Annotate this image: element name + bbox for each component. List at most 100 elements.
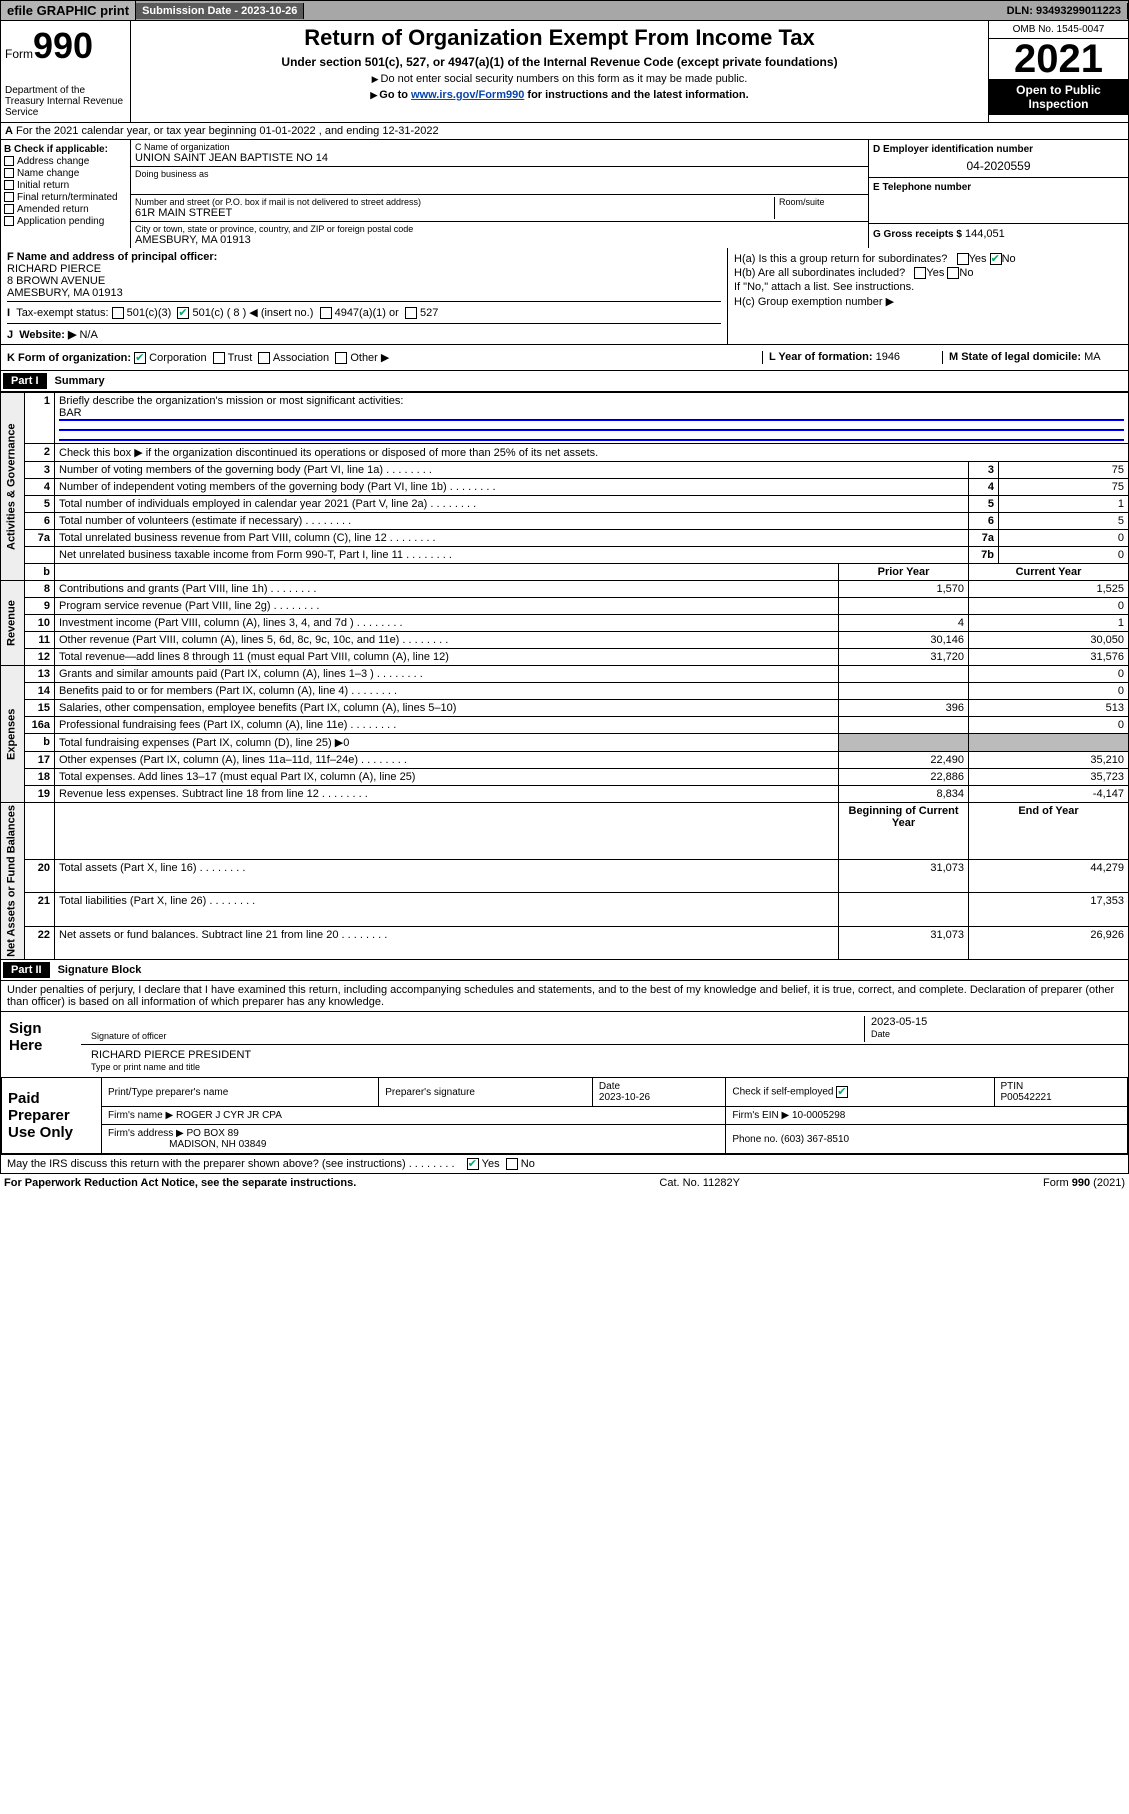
s18-prior: 22,886 [839, 769, 969, 786]
s15-label: Salaries, other compensation, employee b… [59, 702, 456, 714]
s16a-label: Professional fundraising fees (Part IX, … [59, 719, 396, 731]
i-o3: 4947(a)(1) or [335, 307, 399, 319]
s7b-label: Net unrelated business taxable income fr… [59, 549, 452, 561]
c-name-value: UNION SAINT JEAN BAPTISTE NO 14 [135, 152, 864, 164]
s4-value: 75 [999, 479, 1129, 496]
vtab-expenses: Expenses [1, 666, 25, 803]
goto-suffix: for instructions and the latest informat… [524, 89, 748, 101]
chk-trust[interactable] [213, 352, 225, 364]
d-ein-value: 04-2020559 [873, 159, 1124, 173]
page-footer: For Paperwork Reduction Act Notice, see … [0, 1174, 1129, 1192]
col-d-e-g: D Employer identification number 04-20205… [868, 140, 1128, 248]
s11-prior: 30,146 [839, 632, 969, 649]
hb-yes[interactable] [914, 267, 926, 279]
chk-corp[interactable] [134, 352, 146, 364]
chk-final-return[interactable] [4, 192, 14, 202]
vtab-netassets: Net Assets or Fund Balances [1, 803, 25, 960]
prior-year-hdr: Prior Year [839, 564, 969, 581]
ha-yes-lbl: Yes [969, 253, 987, 265]
b-opt6: Application pending [17, 216, 104, 227]
s17-curr: 35,210 [969, 752, 1129, 769]
d-label: D Employer identification number [873, 144, 1124, 155]
boy-hdr: Beginning of Current Year [839, 803, 969, 860]
discuss-yes[interactable] [467, 1158, 479, 1170]
g-gross-value: 144,051 [965, 228, 1005, 240]
s10-label: Investment income (Part VIII, column (A)… [59, 617, 403, 629]
submission-date-button[interactable]: Submission Date - 2023-10-26 [136, 3, 304, 19]
b-opt4: Final return/terminated [17, 192, 118, 203]
s20-prior: 31,073 [839, 860, 969, 893]
b-header: B Check if applicable: [4, 144, 127, 155]
c-addr-value: 61R MAIN STREET [135, 207, 774, 219]
s14-prior [839, 683, 969, 700]
s13-label: Grants and similar amounts paid (Part IX… [59, 668, 423, 680]
chk-other[interactable] [335, 352, 347, 364]
irs-link[interactable]: www.irs.gov/Form990 [411, 89, 524, 101]
firm-addr1: PO BOX 89 [187, 1128, 239, 1139]
col-b-checkboxes: B Check if applicable: Address change Na… [1, 140, 131, 248]
ha-no[interactable] [990, 253, 1002, 265]
chk-name-change[interactable] [4, 168, 14, 178]
s10-prior: 4 [839, 615, 969, 632]
s7a-value: 0 [999, 530, 1129, 547]
chk-initial-return[interactable] [4, 180, 14, 190]
s16a-curr: 0 [969, 717, 1129, 734]
hb-no[interactable] [947, 267, 959, 279]
vtab-governance: Activities & Governance [1, 393, 25, 581]
prep-date-value: 2023-10-26 [599, 1092, 650, 1103]
firm-name-label: Firm's name ▶ [108, 1110, 173, 1121]
section-b-c-d: B Check if applicable: Address change Na… [0, 140, 1129, 248]
part1-bar: Part ISummary [0, 371, 1129, 392]
s1-value: BAR [59, 407, 82, 419]
signature-block: Under penalties of perjury, I declare th… [0, 981, 1129, 1174]
i-o4: 527 [420, 307, 438, 319]
efile-print-button[interactable]: efile GRAPHIC print [1, 1, 136, 20]
prep-name-label: Print/Type preparer's name [102, 1078, 379, 1107]
ha-yes[interactable] [957, 253, 969, 265]
footer-form-num: 990 [1072, 1177, 1090, 1189]
hc-label: H(c) Group exemption number ▶ [734, 295, 1122, 308]
open-public-badge: Open to Public Inspection [989, 79, 1128, 115]
c-city-value: AMESBURY, MA 01913 [135, 234, 864, 246]
ha-label: H(a) Is this a group return for subordin… [734, 253, 947, 265]
ptin-label: PTIN [1001, 1081, 1024, 1092]
s19-curr: -4,147 [969, 786, 1129, 803]
paid-preparer-label: Paid Preparer Use Only [2, 1078, 102, 1154]
discuss-no[interactable] [506, 1158, 518, 1170]
b-opt3: Initial return [17, 180, 69, 191]
s15-curr: 513 [969, 700, 1129, 717]
chk-self-employed[interactable] [836, 1086, 848, 1098]
s8-prior: 1,570 [839, 581, 969, 598]
row-a-text: For the 2021 calendar year, or tax year … [16, 125, 439, 137]
s13-curr: 0 [969, 666, 1129, 683]
chk-amended[interactable] [4, 204, 14, 214]
chk-501c3[interactable] [112, 307, 124, 319]
chk-4947[interactable] [320, 307, 332, 319]
e-label: E Telephone number [873, 182, 1124, 193]
s8-curr: 1,525 [969, 581, 1129, 598]
i-o1: 501(c)(3) [127, 307, 172, 319]
chk-assoc[interactable] [258, 352, 270, 364]
s10-curr: 1 [969, 615, 1129, 632]
s17-label: Other expenses (Part IX, column (A), lin… [59, 754, 407, 766]
s9-label: Program service revenue (Part VIII, line… [59, 600, 319, 612]
s16b-prior-grey [839, 734, 969, 752]
s14-curr: 0 [969, 683, 1129, 700]
s19-label: Revenue less expenses. Subtract line 18 … [59, 788, 368, 800]
firm-addr-label: Firm's address ▶ [108, 1128, 184, 1139]
form-word: Form [5, 47, 33, 61]
prep-sig-label: Preparer's signature [379, 1078, 593, 1107]
chk-address-change[interactable] [4, 156, 14, 166]
top-bar: efile GRAPHIC print Submission Date - 20… [0, 0, 1129, 21]
s13-prior [839, 666, 969, 683]
s1-label: Briefly describe the organization's miss… [59, 395, 403, 407]
k-o1: Corporation [149, 352, 206, 364]
ptin-value: P00542221 [1001, 1092, 1052, 1103]
s21-prior [839, 893, 969, 926]
chk-501c[interactable] [177, 307, 189, 319]
s22-label: Net assets or fund balances. Subtract li… [59, 929, 387, 941]
chk-527[interactable] [405, 307, 417, 319]
s9-curr: 0 [969, 598, 1129, 615]
chk-app-pending[interactable] [4, 216, 14, 226]
s6-label: Total number of volunteers (estimate if … [59, 515, 351, 527]
